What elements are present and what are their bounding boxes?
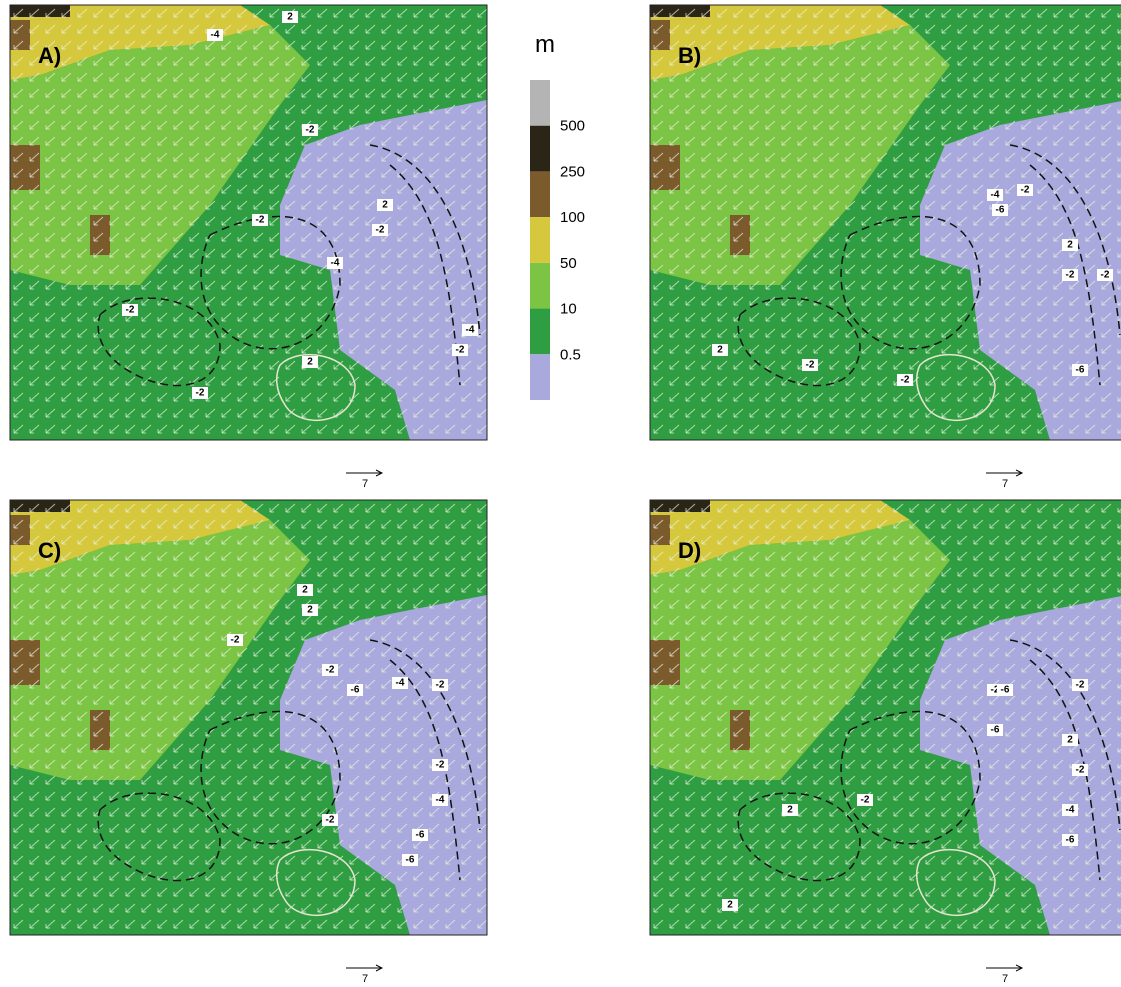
contour-label: -6 bbox=[1066, 835, 1075, 846]
contour-label: -2 bbox=[436, 680, 445, 691]
contour-label: -2 bbox=[376, 225, 385, 236]
contour-label: -2 bbox=[901, 375, 910, 386]
contour-label: -2 bbox=[456, 345, 465, 356]
colorbar-label: 100 bbox=[560, 209, 585, 226]
panel-label: A) bbox=[38, 43, 61, 68]
colorbar-swatch bbox=[530, 217, 550, 263]
colorbar-label: 0.5 bbox=[560, 346, 581, 363]
panel-label: D) bbox=[678, 538, 701, 563]
contour-label: 2 bbox=[287, 12, 293, 23]
reference-vector-label: 7 bbox=[362, 478, 368, 490]
wind-vectors bbox=[10, 5, 487, 440]
contour-label: -6 bbox=[406, 855, 415, 866]
contour-label: -4 bbox=[211, 30, 220, 41]
wind-vectors bbox=[650, 5, 1121, 440]
wind-vectors bbox=[10, 500, 487, 935]
contour-label: -4 bbox=[396, 678, 405, 689]
panel-label: B) bbox=[678, 43, 701, 68]
contour-label: 2 bbox=[1067, 240, 1073, 251]
contour-label: -2 bbox=[256, 215, 265, 226]
colorbar-label: 10 bbox=[560, 301, 577, 318]
contour-label: -6 bbox=[1001, 685, 1010, 696]
contour-label: -2 bbox=[1076, 680, 1085, 691]
contour-label: 2 bbox=[302, 585, 308, 596]
contour-label: 2 bbox=[382, 200, 388, 211]
contour-label: -2 bbox=[1021, 185, 1030, 196]
colorbar-label: 50 bbox=[560, 255, 577, 272]
contour-label: -2 bbox=[326, 665, 335, 676]
colorbar-swatch bbox=[530, 263, 550, 309]
contour-label: -6 bbox=[991, 725, 1000, 736]
map-panel: -4 -2 -6 2 -2 -2 2 -2 -2 -6 B) 7 bbox=[650, 5, 1121, 490]
reference-vector-label: 7 bbox=[1002, 478, 1008, 490]
contour-label: -4 bbox=[436, 795, 445, 806]
colorbar-swatch bbox=[530, 171, 550, 217]
colorbar-swatch bbox=[530, 126, 550, 172]
contour-label: -4 bbox=[331, 258, 340, 269]
contour-label: -2 bbox=[1066, 270, 1075, 281]
reference-vector-label: 7 bbox=[1002, 973, 1008, 985]
colorbar-label: 250 bbox=[560, 163, 585, 180]
colorbar-unit: m bbox=[535, 31, 555, 58]
colorbar-swatch bbox=[530, 80, 550, 126]
contour-label: -2 bbox=[231, 635, 240, 646]
contour-label: -2 bbox=[1101, 270, 1110, 281]
panel-label: C) bbox=[38, 538, 61, 563]
contour-label: 2 bbox=[727, 900, 733, 911]
contour-label: -4 bbox=[991, 190, 1000, 201]
contour-label: -4 bbox=[466, 325, 475, 336]
colorbar-label: 500 bbox=[560, 118, 585, 135]
contour-label: -2 bbox=[306, 125, 315, 136]
contour-label: 2 bbox=[717, 345, 723, 356]
colorbar-swatch bbox=[530, 354, 550, 400]
colorbar: m 500 250 100 50 10 0.5 bbox=[530, 31, 585, 400]
contour-label: -2 bbox=[1076, 765, 1085, 776]
contour-label: -2 bbox=[861, 795, 870, 806]
map-panel: -42-22-2-2-4-2-22-4-2A)7 bbox=[10, 5, 487, 490]
contour-label: -6 bbox=[416, 830, 425, 841]
contour-label: -6 bbox=[1076, 365, 1085, 376]
contour-label: -2 bbox=[126, 305, 135, 316]
map-panel: -2-6-2-62-222-2-4-6D)7 bbox=[650, 500, 1121, 985]
contour-label: -2 bbox=[436, 760, 445, 771]
contour-label: -2 bbox=[196, 388, 205, 399]
contour-label: 2 bbox=[787, 805, 793, 816]
contour-label: -4 bbox=[1066, 805, 1075, 816]
map-panel: 2 2 -2 -2 -6 -4 -2 -2 -4 -6 -2 -6 C) 7 bbox=[10, 500, 487, 985]
contour-label: 2 bbox=[307, 605, 313, 616]
contour-label: -2 bbox=[806, 360, 815, 371]
contour-label: -6 bbox=[351, 685, 360, 696]
figure: -42-22-2-2-4-2-22-4-2A)7-4-2-62-2-22-2-2… bbox=[0, 0, 1121, 987]
contour-label: 2 bbox=[1067, 735, 1073, 746]
colorbar-swatch bbox=[530, 309, 550, 355]
wind-vectors bbox=[650, 500, 1121, 935]
reference-vector-label: 7 bbox=[362, 973, 368, 985]
contour-label: -2 bbox=[326, 815, 335, 826]
contour-label: -6 bbox=[996, 205, 1005, 216]
contour-label: 2 bbox=[307, 357, 313, 368]
